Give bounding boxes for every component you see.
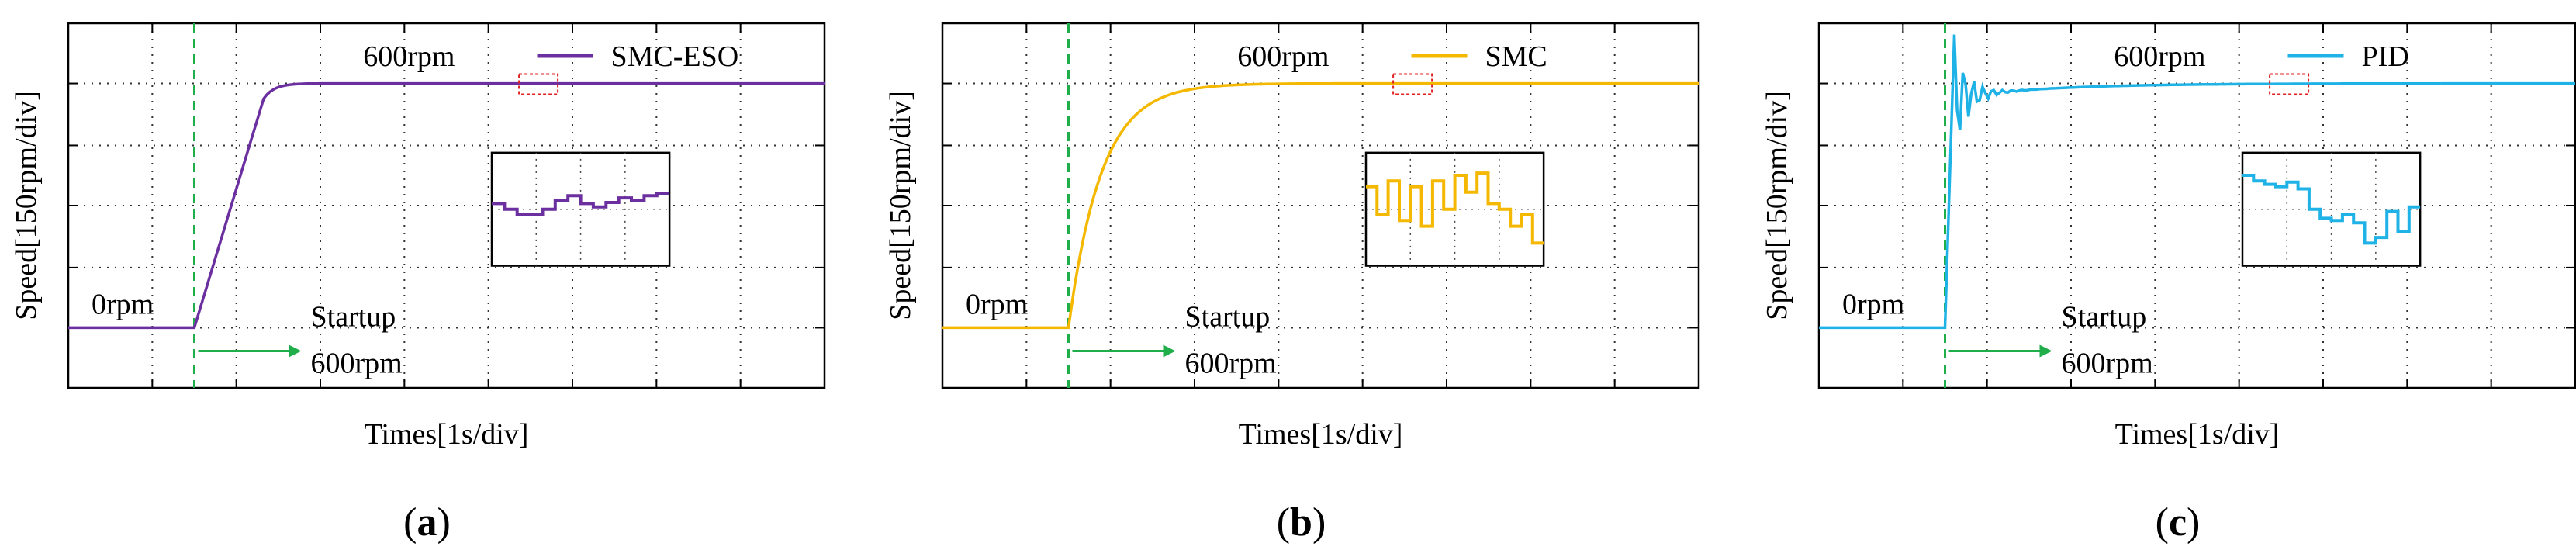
x-axis-label: Times[1s/div] [365, 418, 529, 451]
caption-open-paren: ( [403, 500, 417, 545]
caption-open-paren: ( [1277, 500, 1290, 545]
annotation-initial-speed: 0rpm [966, 288, 1028, 320]
y-axis-label: Speed[150rpm/div] [10, 91, 43, 320]
legend-label: PID [2362, 40, 2409, 73]
x-axis-label: Times[1s/div] [2115, 418, 2280, 451]
plot-frame [1817, 22, 2576, 389]
annotation-startup-target: 600rpm [1185, 347, 1277, 379]
legend-label: SMC-ESO [611, 40, 739, 73]
annotation-startup-target: 600rpm [311, 347, 403, 379]
zoom-region-box [518, 73, 559, 95]
startup-arrowhead [1163, 344, 1176, 358]
chart-panel-a: SMC-ESO 600rpm 0rpm Startup 600rpm Times[1s/d… [10, 22, 826, 545]
zoom-region-box [1392, 73, 1433, 95]
inset-series-line [1366, 171, 1544, 245]
caption-close-paren: ) [1312, 500, 1326, 545]
panel-caption: (a) [403, 500, 451, 545]
caption-close-paren: ) [437, 500, 451, 545]
y-axis-label: Speed[150rpm/div] [1761, 91, 1793, 320]
x-axis-label: Times[1s/div] [1239, 418, 1403, 451]
annotation-target-speed: 600rpm [363, 40, 455, 73]
plot-frame [67, 22, 826, 389]
chart-panel-c: PID 600rpm 0rpm Startup 600rpm Times[1s/div] S… [1761, 22, 2576, 545]
plot-frame [941, 22, 1700, 389]
legend-label: SMC [1485, 40, 1547, 73]
chart-panel-b: SMC 600rpm 0rpm Startup 600rpm Times[1s/div] S… [884, 22, 1700, 545]
annotation-initial-speed: 0rpm [92, 288, 154, 320]
annotation-target-speed: 600rpm [1237, 40, 1329, 73]
panel-caption: (b) [1277, 500, 1326, 545]
annotation-startup: Startup [2062, 300, 2147, 333]
series-line-pid [1819, 34, 2575, 330]
startup-arrowhead [289, 344, 302, 358]
inset-series-line [492, 192, 670, 216]
caption-letter: c [2169, 500, 2187, 545]
caption-open-paren: ( [2156, 500, 2169, 545]
series-line-smc-eso [68, 81, 825, 330]
series-line-smc [942, 81, 1699, 330]
annotation-startup: Startup [311, 300, 396, 333]
annotation-initial-speed: 0rpm [1842, 288, 1904, 320]
annotation-startup-target: 600rpm [2062, 347, 2153, 379]
panel-caption: (c) [2156, 500, 2201, 545]
startup-arrowhead [2039, 344, 2052, 358]
y-axis-label: Speed[150rpm/div] [884, 91, 917, 320]
caption-close-paren: ) [2187, 500, 2200, 545]
caption-letter: b [1290, 500, 1312, 545]
zoom-region-box [2269, 73, 2310, 95]
annotation-startup: Startup [1185, 300, 1271, 333]
caption-letter: a [417, 500, 437, 545]
inset-series-line [2242, 174, 2421, 245]
annotation-target-speed: 600rpm [2114, 40, 2205, 73]
